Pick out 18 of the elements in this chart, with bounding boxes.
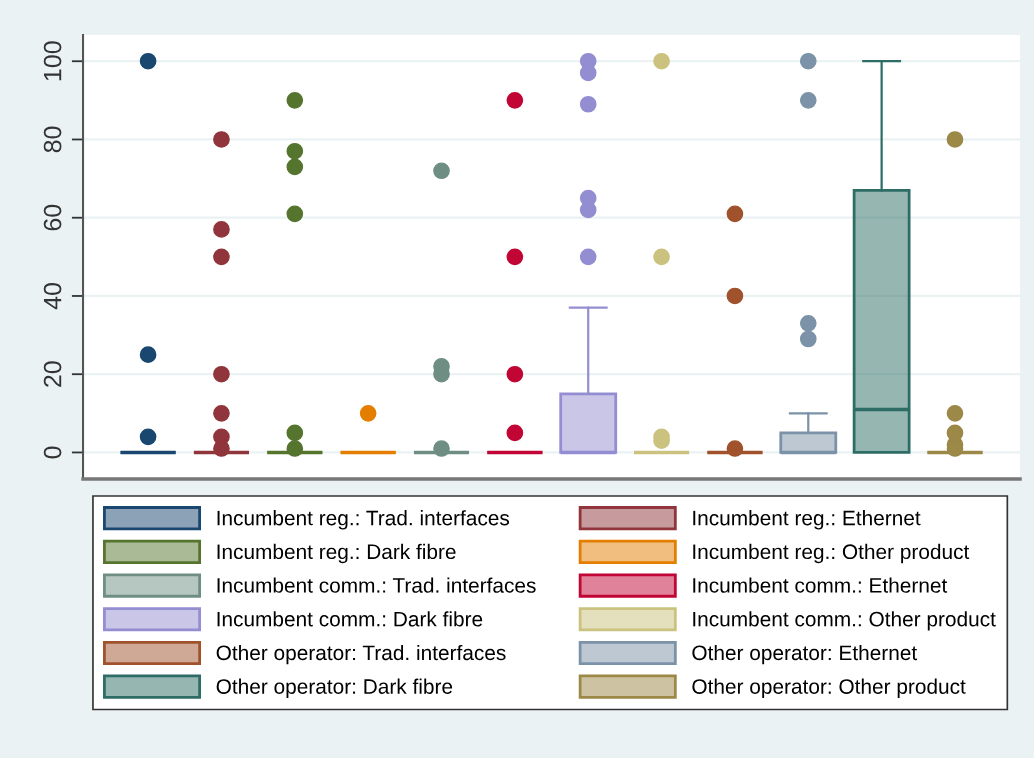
legend-label: Incumbent comm.: Ethernet <box>693 577 948 593</box>
legend-label: Incumbent reg.: Dark fibre <box>217 543 456 564</box>
legend-label: Other operator: Trad. interfaces <box>216 644 506 665</box>
legend-label: Other operator: Dark fibre <box>216 678 453 699</box>
y-tick-label: 60 <box>43 204 62 231</box>
legend-label: Incumbent comm.: Other product <box>693 611 996 631</box>
y-tick-label: 80 <box>43 126 62 153</box>
legend-label: Incumbent reg.: Other product <box>693 543 970 564</box>
y-tick-label: 20 <box>43 361 62 387</box>
legend-label: Incumbent comm.: Trad. interfaces <box>217 577 536 593</box>
y-tick-label: 40 <box>43 283 62 310</box>
legend-label: Incumbent comm.: Dark fibre <box>217 611 483 627</box>
legend-label: Incumbent reg.: Trad. interfaces <box>217 510 510 530</box>
legend-label: Other operator: Ethernet <box>692 644 918 665</box>
legend-label: Other operator: Other product <box>692 678 966 699</box>
y-tick-label: 100 <box>43 41 62 81</box>
legend-label: Incumbent reg.: Ethernet <box>693 510 921 530</box>
y-tick-label: 0 <box>43 446 62 459</box>
